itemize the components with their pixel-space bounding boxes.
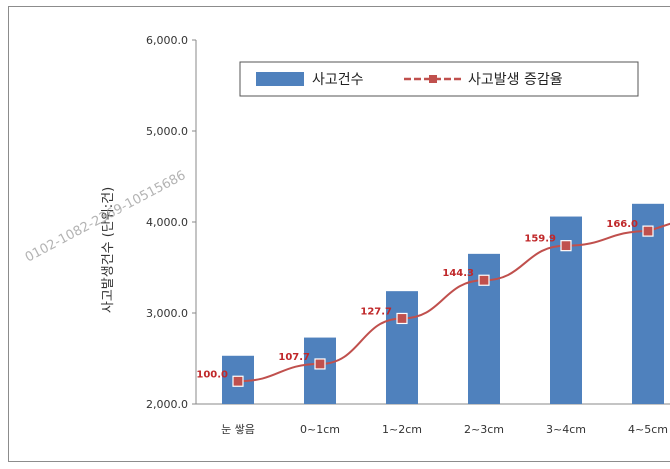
x-tick-label: 2~3cm — [464, 423, 504, 436]
x-tick-label: 0~1cm — [300, 423, 340, 436]
line-series — [232, 222, 670, 387]
legend: 사고건수 사고발생 증감율 — [239, 61, 639, 97]
x-tick-label: 1~2cm — [382, 423, 422, 436]
axes — [192, 39, 670, 405]
data-label: 166.0 — [606, 219, 638, 230]
bar-series — [222, 203, 664, 404]
x-tick-label: 4~5cm — [628, 423, 668, 436]
x-tick-labels: 눈 쌓음 0~1cm 1~2cm 2~3cm 3~4cm 4~5cm — [221, 423, 668, 436]
legend-bar-swatch — [256, 72, 304, 86]
line-point — [560, 240, 572, 252]
legend-line-marker — [429, 75, 437, 83]
line-point — [232, 375, 244, 387]
x-tick-label: 3~4cm — [546, 423, 586, 436]
data-label: 159.9 — [524, 234, 556, 245]
y-tick-label: 2,000.0 — [146, 398, 188, 411]
data-label: 144.3 — [442, 268, 474, 279]
bar — [632, 203, 664, 404]
x-tick-label: 눈 쌓음 — [221, 423, 255, 436]
line-point — [478, 274, 490, 286]
y-tick-labels: 2,000.0 3,000.0 4,000.0 5,000.0 6,000.0 — [146, 34, 188, 411]
data-label: 100.0 — [196, 369, 228, 380]
data-label: 107.7 — [278, 352, 310, 363]
bar — [304, 337, 336, 404]
legend-label-line: 사고발생 증감율 — [468, 72, 563, 88]
line-point — [396, 312, 408, 325]
line-point — [314, 358, 326, 370]
y-tick-label: 4,000.0 — [146, 216, 188, 229]
line-point — [642, 225, 654, 237]
y-tick-label: 5,000.0 — [146, 125, 188, 138]
y-axis-label: 사고발생건수 (단위:건) — [101, 187, 116, 313]
y-tick-label: 3,000.0 — [146, 307, 188, 320]
legend-label-bar: 사고건수 — [312, 72, 364, 88]
y-tick-label: 6,000.0 — [146, 34, 188, 47]
bar — [386, 291, 418, 404]
data-label: 127.7 — [360, 306, 392, 317]
data-labels: 100.0 107.7 127.7 144.3 159.9 166.0 — [196, 219, 638, 380]
